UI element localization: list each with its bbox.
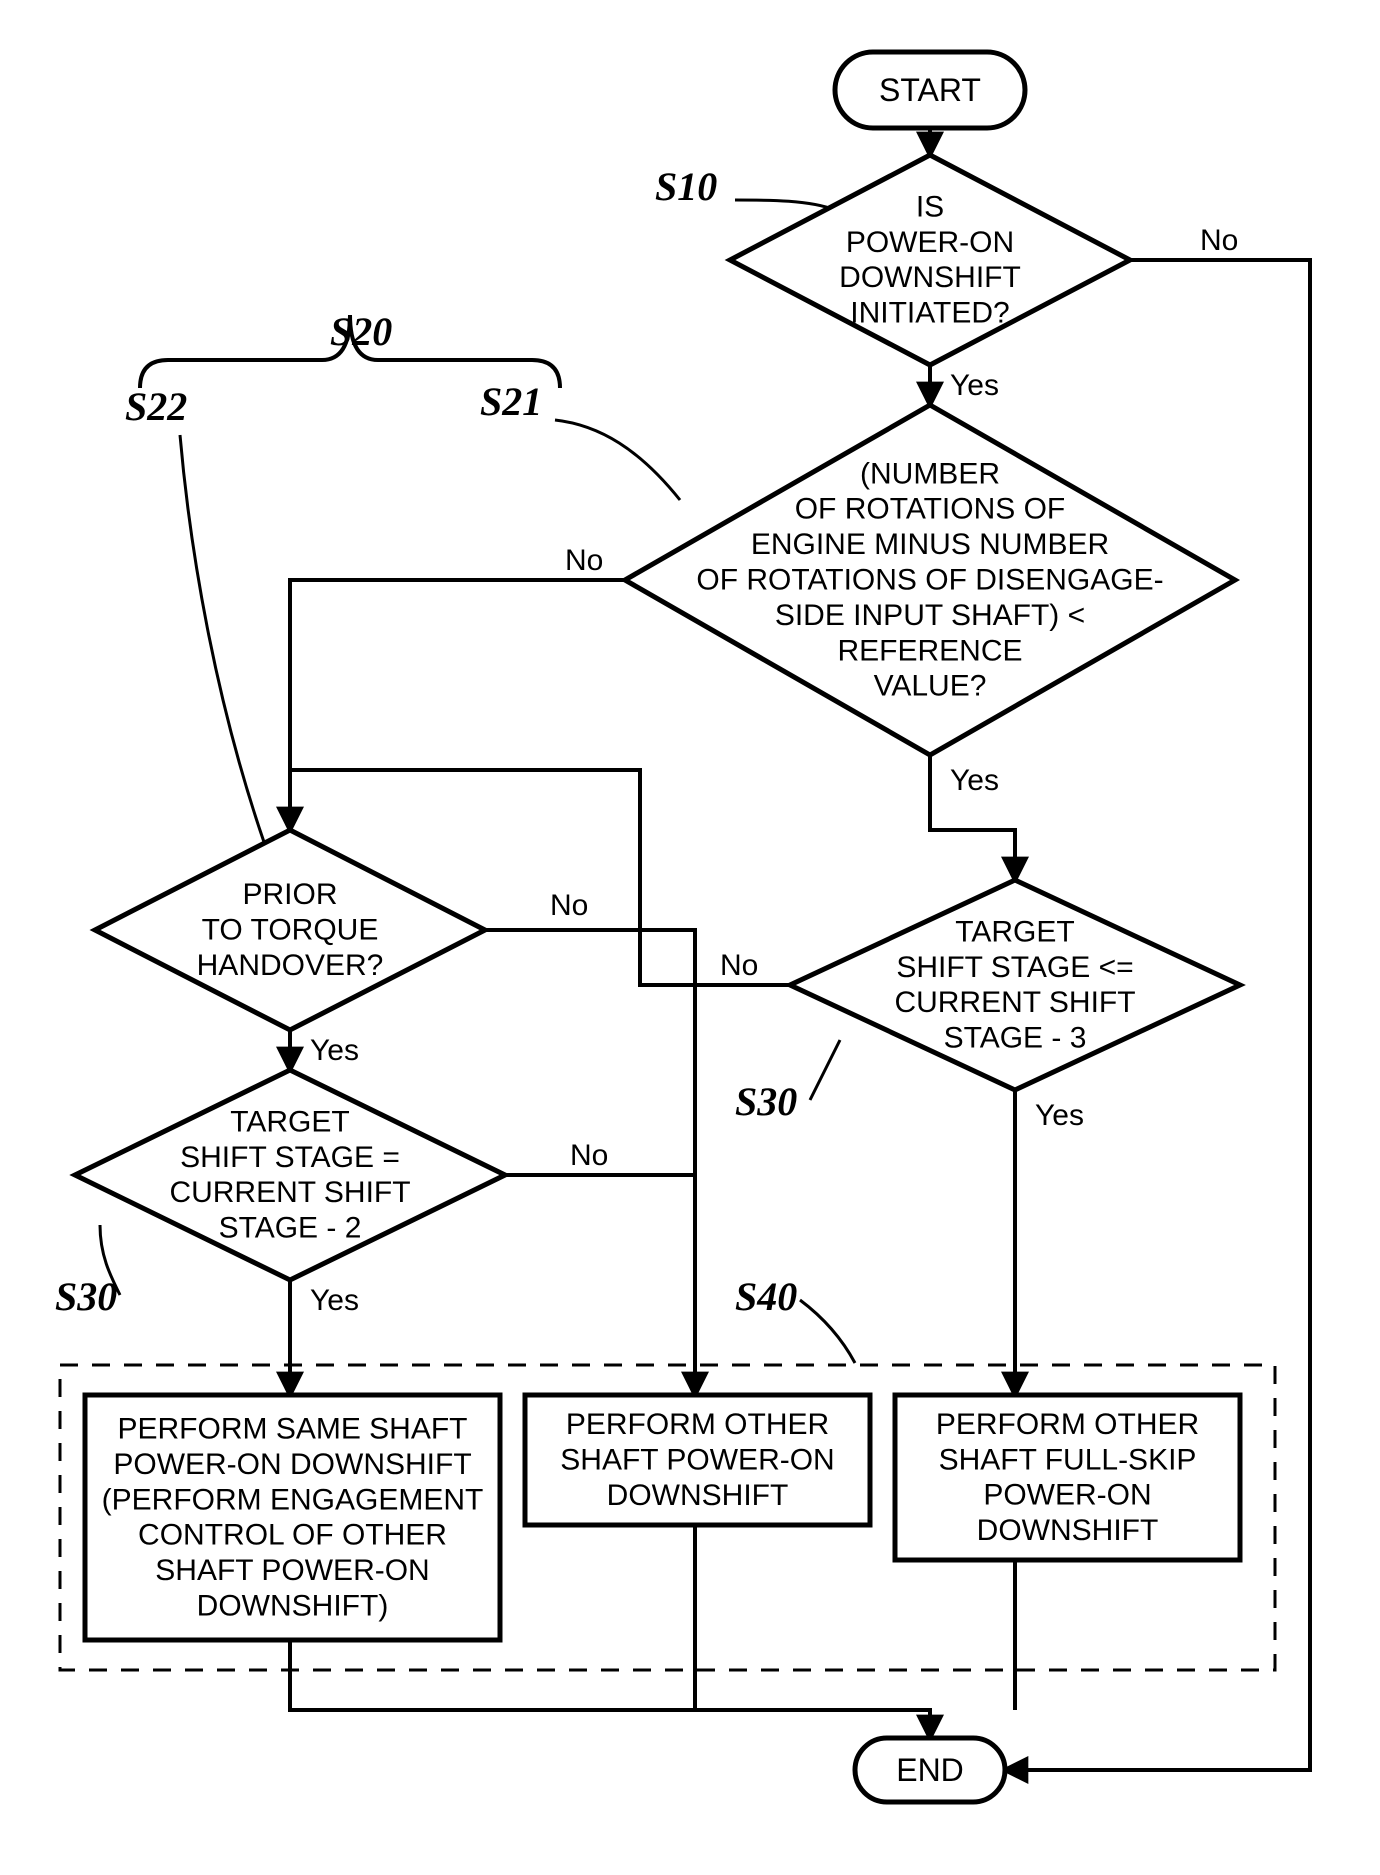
s10-node — [730, 155, 1130, 365]
p3-text: POWER-ON — [983, 1479, 1151, 1512]
s22-text: PRIOR — [242, 878, 337, 911]
step-label-s30r: S30 — [735, 1079, 797, 1124]
p1-text: CONTROL OF OTHER — [138, 1519, 447, 1552]
edge-label-s22_no: No — [550, 889, 588, 922]
s10-text: POWER-ON — [846, 226, 1014, 259]
start-label: START — [879, 72, 981, 108]
s22-text: HANDOVER? — [197, 949, 384, 982]
s30l-text: TARGET — [230, 1105, 349, 1138]
s30r-node — [790, 880, 1240, 1090]
s30r-text: CURRENT SHIFT — [894, 986, 1135, 1019]
p2-text: SHAFT POWER-ON — [560, 1444, 834, 1477]
s30l-node — [75, 1070, 505, 1280]
s21-text: OF ROTATIONS OF — [795, 493, 1066, 526]
edge-label-s21_yes: Yes — [950, 764, 999, 797]
end-label: END — [896, 1752, 964, 1788]
s21-text: (NUMBER — [860, 457, 1000, 490]
step-label-s30l: S30 — [55, 1274, 117, 1319]
s21-text: VALUE? — [874, 670, 987, 703]
s21-text: OF ROTATIONS OF DISENGAGE- — [696, 564, 1163, 597]
p2-text: DOWNSHIFT — [607, 1479, 789, 1512]
s30r-text: TARGET — [955, 915, 1074, 948]
edge-label-s30r_yes: Yes — [1035, 1099, 1084, 1132]
s21-text: SIDE INPUT SHAFT) < — [775, 599, 1085, 632]
s30l-text: STAGE - 2 — [219, 1212, 362, 1245]
edge-label-s30l_no: No — [570, 1139, 608, 1172]
s10-text: DOWNSHIFT — [839, 261, 1021, 294]
s21-text: REFERENCE — [837, 634, 1022, 667]
leader-s30r — [810, 1040, 840, 1100]
s22-text: TO TORQUE — [202, 914, 379, 947]
p1-text: PERFORM SAME SHAFT — [117, 1413, 467, 1446]
s21-text: ENGINE MINUS NUMBER — [751, 528, 1109, 561]
s10-text: IS — [916, 190, 944, 223]
p3-text: DOWNSHIFT — [977, 1514, 1159, 1547]
s30r-text: STAGE - 3 — [944, 1022, 1087, 1055]
p3-text: SHAFT FULL-SKIP — [939, 1443, 1197, 1476]
leader-s22 — [180, 435, 265, 845]
step-label-s22: S22 — [125, 384, 187, 429]
s30r-text: SHIFT STAGE <= — [896, 951, 1133, 984]
edge — [290, 1640, 930, 1738]
edge-label-s10_yes: Yes — [950, 369, 999, 402]
leader-s40 — [800, 1300, 855, 1363]
p2-text: PERFORM OTHER — [566, 1408, 829, 1441]
s30l-text: SHIFT STAGE = — [180, 1141, 400, 1174]
s10-text: INITIATED? — [850, 297, 1009, 330]
step-label-s20: S20 — [330, 309, 392, 354]
edge-label-s22_yes: Yes — [310, 1034, 359, 1067]
edge-label-s21_no: No — [565, 544, 603, 577]
s30l-text: CURRENT SHIFT — [169, 1176, 410, 1209]
step-label-s10: S10 — [655, 164, 717, 209]
p1-text: (PERFORM ENGAGEMENT — [102, 1483, 484, 1516]
step-label-s40: S40 — [735, 1274, 797, 1319]
edge-label-s30r_no: No — [720, 949, 758, 982]
p3-text: PERFORM OTHER — [936, 1408, 1199, 1441]
leader-s21 — [555, 420, 680, 500]
p1-text: POWER-ON DOWNSHIFT — [113, 1448, 471, 1481]
p1-text: DOWNSHIFT) — [197, 1590, 389, 1623]
edge-label-s10_no: No — [1200, 224, 1238, 257]
edge — [290, 580, 625, 770]
step-label-s21: S21 — [480, 379, 542, 424]
p1-text: SHAFT POWER-ON — [155, 1554, 429, 1587]
edge-label-s30l_yes: Yes — [310, 1284, 359, 1317]
leader-s10 — [735, 200, 835, 210]
